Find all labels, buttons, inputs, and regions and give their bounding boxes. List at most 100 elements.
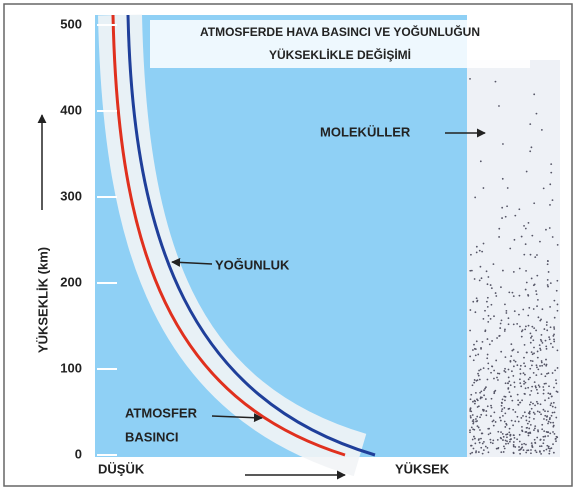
- molecule: [474, 443, 476, 445]
- molecule: [541, 334, 543, 336]
- molecule: [521, 236, 523, 238]
- molecule: [510, 384, 512, 386]
- molecule: [493, 370, 495, 372]
- molecule: [477, 425, 479, 427]
- molecule: [557, 349, 559, 351]
- molecule: [534, 256, 536, 258]
- molecule: [534, 413, 536, 415]
- molecule: [528, 412, 530, 414]
- molecule: [513, 323, 515, 325]
- y-axis-label: YÜKSEKLİK (km): [35, 247, 50, 353]
- molecule: [496, 337, 498, 339]
- molecule: [486, 357, 488, 359]
- molecule: [491, 304, 493, 306]
- molecule: [553, 402, 555, 404]
- molecule: [554, 369, 556, 371]
- molecule: [488, 433, 490, 435]
- molecule: [483, 410, 485, 412]
- molecule: [553, 452, 555, 454]
- molecule: [508, 408, 510, 410]
- molecule: [541, 428, 543, 430]
- molecule: [498, 373, 500, 375]
- molecule: [530, 332, 532, 334]
- molecule: [487, 338, 489, 340]
- molecule: [505, 371, 507, 373]
- molecule: [543, 393, 545, 395]
- molecule: [469, 309, 471, 311]
- molecule: [543, 328, 545, 330]
- molecule: [530, 337, 532, 339]
- molecule: [503, 445, 505, 447]
- molecule: [487, 321, 489, 323]
- molecule: [526, 352, 528, 354]
- molecule: [548, 336, 550, 338]
- molecule: [527, 294, 529, 296]
- molecule: [499, 417, 501, 419]
- molecule: [555, 438, 557, 440]
- y-tick-label: 300: [60, 188, 82, 203]
- molecule: [532, 360, 534, 362]
- label: MOLEKÜLLER: [320, 124, 411, 139]
- molecule: [542, 342, 544, 344]
- molecule: [520, 417, 522, 419]
- molecule: [470, 445, 472, 447]
- molecule: [521, 399, 523, 401]
- molecule: [531, 351, 533, 353]
- molecule: [530, 342, 532, 344]
- molecule: [553, 328, 555, 330]
- molecule: [530, 254, 532, 256]
- molecule: [499, 327, 501, 329]
- molecule: [523, 449, 525, 451]
- molecule: [534, 404, 536, 406]
- molecule: [485, 414, 487, 416]
- molecule: [491, 407, 493, 409]
- molecule: [539, 411, 541, 413]
- molecule: [550, 172, 552, 174]
- molecule: [539, 439, 541, 441]
- molecule: [495, 295, 497, 297]
- molecule: [474, 403, 476, 405]
- molecule: [483, 394, 485, 396]
- molecule: [531, 335, 533, 337]
- molecule: [525, 382, 527, 384]
- molecule: [525, 289, 527, 291]
- molecule: [557, 310, 559, 312]
- molecule: [552, 406, 554, 408]
- molecule: [524, 374, 526, 376]
- molecule: [514, 411, 516, 413]
- molecule: [488, 315, 490, 317]
- molecule: [531, 365, 533, 367]
- molecule: [552, 443, 554, 445]
- molecule: [513, 441, 515, 443]
- molecule: [508, 323, 510, 325]
- molecule: [497, 447, 499, 449]
- molecule: [543, 430, 545, 432]
- y-tick-label: 0: [75, 446, 82, 461]
- molecule: [471, 452, 473, 454]
- molecule: [473, 419, 475, 421]
- molecule: [530, 390, 532, 392]
- molecule: [547, 423, 549, 425]
- molecule: [518, 421, 520, 423]
- molecule: [526, 282, 528, 284]
- molecule: [502, 433, 504, 435]
- molecule: [476, 340, 478, 342]
- molecule: [548, 447, 550, 449]
- molecule: [541, 129, 543, 131]
- molecule: [507, 382, 509, 384]
- molecule: [507, 443, 509, 445]
- molecule: [549, 227, 551, 229]
- molecule: [536, 293, 538, 295]
- molecule: [537, 410, 539, 412]
- molecule: [553, 326, 555, 328]
- molecule: [544, 415, 546, 417]
- molecule: [485, 329, 487, 331]
- molecule: [555, 407, 557, 409]
- molecule: [528, 435, 530, 437]
- molecule: [546, 321, 548, 323]
- molecule: [480, 160, 482, 162]
- molecule: [519, 449, 521, 451]
- molecule: [545, 359, 547, 361]
- molecule: [469, 356, 471, 358]
- molecule: [543, 418, 545, 420]
